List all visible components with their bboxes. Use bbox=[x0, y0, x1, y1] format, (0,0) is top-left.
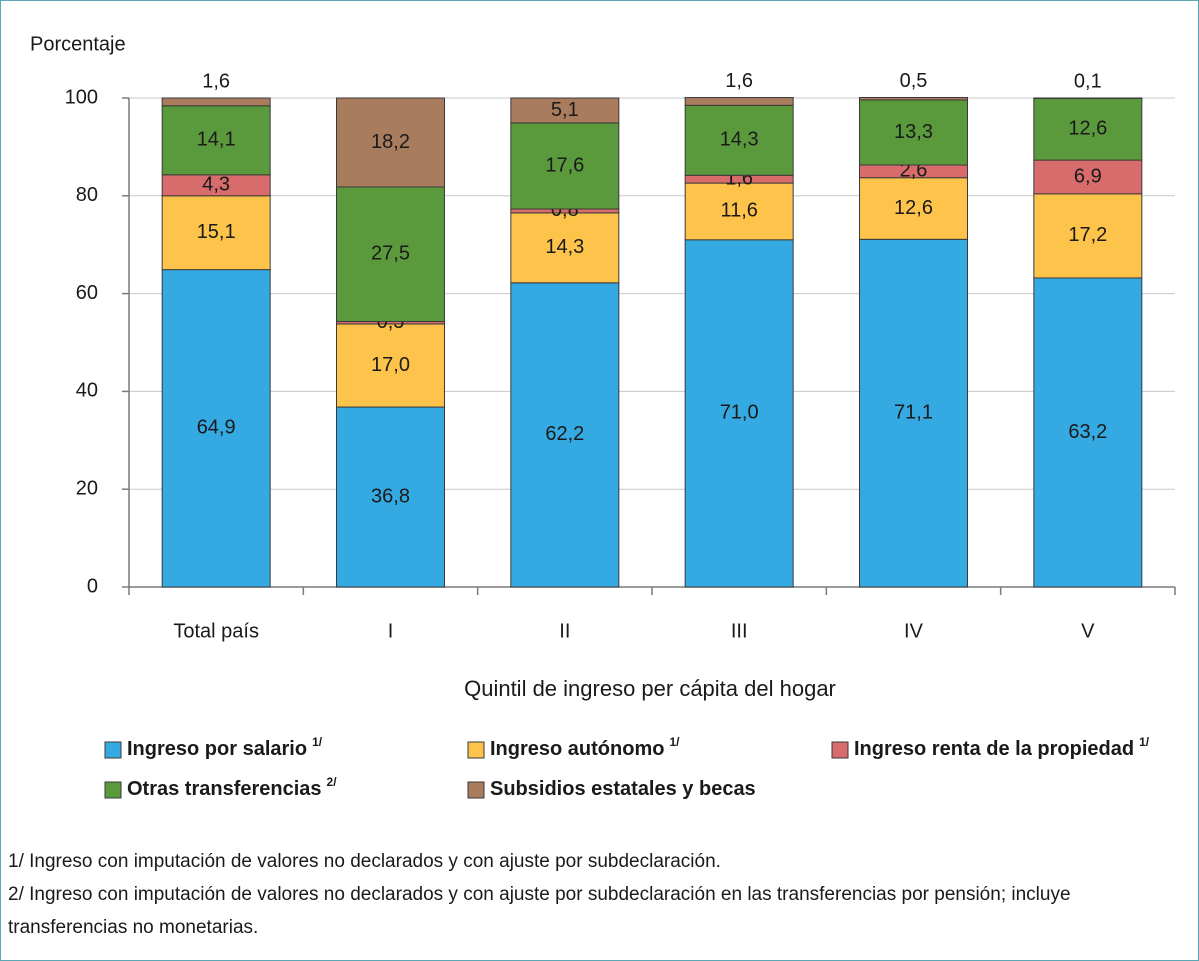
value-label: 12,6 bbox=[894, 197, 933, 219]
value-label: 71,0 bbox=[720, 402, 759, 424]
bar-segment bbox=[510, 212, 620, 284]
value-label: 63,2 bbox=[1068, 421, 1107, 443]
bar-segment bbox=[336, 406, 445, 588]
value-label: 14,3 bbox=[545, 236, 584, 258]
chart: Porcentaje Quintil de ingreso per cápita… bbox=[30, 33, 1176, 800]
x-tick-label: V bbox=[1081, 620, 1095, 642]
y-tick-label: 100 bbox=[65, 86, 98, 108]
value-label: 1,6 bbox=[202, 70, 230, 92]
value-label: 14,3 bbox=[720, 129, 759, 151]
bar-segment bbox=[161, 105, 271, 176]
bar-segment bbox=[1033, 193, 1143, 279]
bar-segment bbox=[1033, 159, 1143, 195]
bar-segment bbox=[684, 239, 794, 588]
bar-segment bbox=[859, 238, 968, 588]
legend-superscript: 1/ bbox=[669, 735, 680, 749]
note: 1/ Ingreso con imputación de valores no … bbox=[8, 851, 721, 872]
bar-segment bbox=[510, 97, 620, 124]
bar-segment bbox=[510, 122, 620, 210]
legend-name: Ingreso por salario bbox=[127, 738, 307, 760]
y-tick-label: 20 bbox=[76, 477, 98, 499]
y-tick-label: 80 bbox=[76, 184, 98, 206]
legend-label: Ingreso por salario 1/ bbox=[127, 735, 323, 760]
legend-label: Otras transferencias 2/ bbox=[127, 775, 337, 800]
value-label: 18,2 bbox=[371, 131, 410, 153]
bar-segment bbox=[684, 182, 794, 241]
notes: 1/ Ingreso con imputación de valores no … bbox=[8, 845, 1138, 944]
value-label: 71,1 bbox=[894, 401, 933, 423]
bar-segment bbox=[161, 269, 271, 588]
y-tick-label: 40 bbox=[76, 380, 98, 402]
bar-segment bbox=[336, 97, 445, 188]
value-label: 27,5 bbox=[371, 243, 410, 265]
bar-segment bbox=[1033, 97, 1143, 161]
value-label: 13,3 bbox=[894, 121, 933, 143]
x-axis-title: Quintil de ingreso per cápita del hogar bbox=[464, 676, 836, 701]
legend-swatch bbox=[104, 741, 122, 759]
bar-segment bbox=[684, 97, 794, 106]
legend-superscript: 2/ bbox=[327, 775, 338, 789]
legend-name: Ingreso renta de la propiedad bbox=[854, 738, 1134, 760]
legend-superscript: 1/ bbox=[312, 735, 323, 749]
x-tick-label: III bbox=[731, 620, 748, 642]
x-tick-label: Total país bbox=[173, 620, 259, 642]
legend-label: Ingreso autónomo 1/ bbox=[490, 735, 680, 760]
legend-label: Ingreso renta de la propiedad 1/ bbox=[854, 735, 1150, 760]
value-label: 62,2 bbox=[545, 423, 584, 445]
legend-swatch bbox=[104, 781, 122, 799]
value-label: 17,2 bbox=[1068, 224, 1107, 246]
value-label: 14,1 bbox=[197, 129, 236, 151]
y-tick-label: 0 bbox=[87, 575, 98, 597]
legend-swatch bbox=[467, 781, 485, 799]
bar-segment bbox=[161, 97, 271, 107]
bar-segment bbox=[859, 99, 968, 166]
value-label: 36,8 bbox=[371, 485, 410, 507]
bar-segment bbox=[336, 323, 445, 408]
value-label: 15,1 bbox=[197, 221, 236, 243]
value-label: 11,6 bbox=[720, 200, 757, 222]
value-label: 0,5 bbox=[900, 70, 928, 92]
value-label: 64,9 bbox=[197, 417, 236, 439]
x-tick-label: II bbox=[559, 620, 570, 642]
bar-segment bbox=[859, 97, 968, 101]
legend-superscript: 1/ bbox=[1139, 735, 1150, 749]
bar-segment bbox=[1033, 277, 1143, 588]
legend-name: Ingreso autónomo bbox=[490, 738, 664, 760]
bar-segment bbox=[161, 195, 271, 271]
x-tick-label: I bbox=[388, 620, 394, 642]
note: 2/ Ingreso con imputación de valores no … bbox=[8, 884, 1071, 938]
y-tick-label: 60 bbox=[76, 282, 98, 304]
legend-label: Subsidios estatales y becas bbox=[490, 778, 756, 800]
x-tick-label: IV bbox=[904, 620, 924, 642]
bar-segment bbox=[510, 282, 620, 588]
bar-segment bbox=[336, 186, 445, 322]
legend-name: Subsidios estatales y becas bbox=[490, 778, 756, 800]
value-label: 12,6 bbox=[1068, 118, 1107, 140]
value-label: 0,1 bbox=[1074, 70, 1102, 92]
value-label: 17,0 bbox=[371, 354, 410, 376]
value-label: 4,3 bbox=[202, 174, 230, 196]
bar-segment bbox=[684, 104, 794, 176]
y-axis-title: Porcentaje bbox=[30, 33, 126, 55]
value-label: 17,6 bbox=[545, 154, 584, 176]
legend-swatch bbox=[467, 741, 485, 759]
value-label: 1,6 bbox=[725, 70, 753, 92]
legend-swatch bbox=[831, 741, 849, 759]
value-label: 5,1 bbox=[551, 99, 579, 121]
legend-name: Otras transferencias bbox=[127, 778, 322, 800]
value-label: 6,9 bbox=[1074, 165, 1102, 187]
